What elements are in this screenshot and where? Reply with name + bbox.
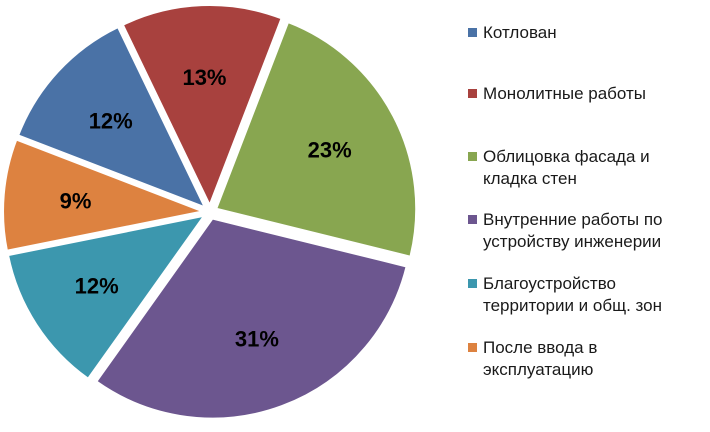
legend-swatch-kotlovan: [468, 28, 477, 37]
legend-item-monolithic: Монолитные работы: [468, 83, 708, 105]
legend-label-post-commissioning: После ввода в эксплуатацию: [483, 338, 598, 379]
pie-label-landscaping: 12%: [75, 273, 119, 298]
pie-plot-area: 13% 23% 31% 12% 9% 12%: [2, 4, 418, 420]
pie-slice-landscaping: [6, 214, 207, 381]
pie-label-interior: 31%: [235, 327, 279, 352]
pie-slice-monolithic: [121, 4, 283, 208]
pie-label-facade: 23%: [308, 138, 352, 163]
pie-label-kotlovan: 12%: [89, 109, 133, 134]
legend-item-interior: Внутренние работы по устройству инженери…: [468, 209, 708, 253]
pie-slice-post-commissioning: [2, 138, 207, 252]
pie-slice-kotlovan: [16, 25, 207, 210]
legend-swatch-post-commissioning: [468, 343, 477, 352]
legend-label-facade: Облицовка фасада и кладка стен: [483, 147, 650, 188]
pie-slice-facade: [214, 20, 418, 258]
legend-label-kotlovan: Котлован: [483, 23, 557, 42]
legend-item-facade: Облицовка фасада и кладка стен: [468, 146, 708, 190]
legend-swatch-landscaping: [468, 279, 477, 288]
legend-label-interior: Внутренние работы по устройству инженери…: [483, 210, 663, 251]
legend-item-landscaping: Благоустройство территории и общ. зон: [468, 273, 708, 317]
legend-label-landscaping: Благоустройство территории и общ. зон: [483, 274, 662, 315]
legend-swatch-monolithic: [468, 89, 477, 98]
pie-label-post-commissioning: 9%: [60, 189, 92, 214]
legend-swatch-interior: [468, 215, 477, 224]
legend-swatch-facade: [468, 152, 477, 161]
legend-item-kotlovan: Котлован: [468, 22, 708, 44]
pie-label-monolithic: 13%: [182, 65, 226, 90]
legend-label-monolithic: Монолитные работы: [483, 84, 646, 103]
pie-slice-interior: [95, 217, 408, 420]
legend-item-post-commissioning: После ввода в эксплуатацию: [468, 337, 708, 381]
